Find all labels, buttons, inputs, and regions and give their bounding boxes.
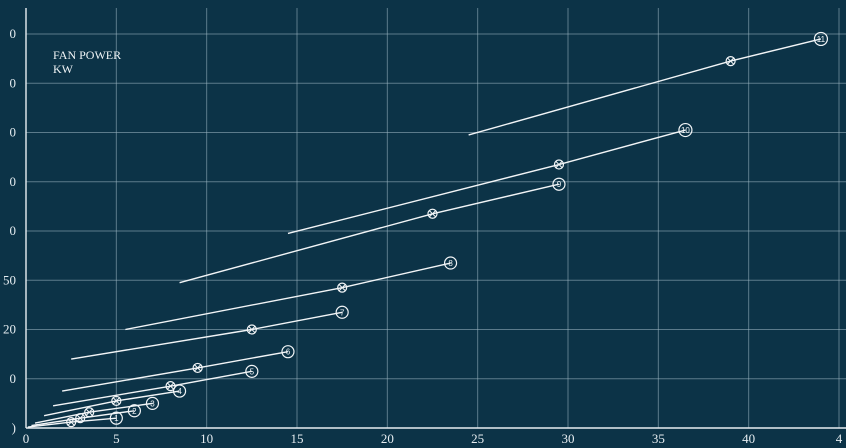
series-label-marker: 9 — [552, 177, 566, 191]
series-5: 5 — [52, 364, 259, 407]
series-label: 10 — [681, 126, 690, 135]
cross-marker — [192, 362, 203, 374]
chart-title-line-2: KW — [53, 62, 74, 76]
y-tick-label: 0 — [10, 26, 17, 41]
series-label-marker: 6 — [281, 345, 295, 359]
series-label: 9 — [557, 180, 562, 189]
y-tick-label: ) — [12, 420, 16, 435]
series-label-marker: 10 — [678, 122, 693, 138]
series-10: 10 — [287, 122, 693, 235]
cross-marker — [111, 395, 122, 407]
series-3: 3 — [34, 396, 160, 424]
x-tick-label: 10 — [200, 431, 213, 446]
x-tick-label: 35 — [652, 431, 665, 446]
series-2: 2 — [31, 404, 141, 427]
series-7: 7 — [71, 305, 349, 360]
y-tick-label: 0 — [10, 125, 17, 140]
series-label: 11 — [817, 35, 826, 44]
y-tick-label: 0 — [10, 174, 17, 189]
series-1: 1 — [27, 411, 123, 428]
series-6: 6 — [62, 345, 295, 392]
chart-series: 1 2 3 4 5 6 7 8 9 10 11 — [27, 31, 829, 428]
chart-title-block: FAN POWER KW — [53, 48, 121, 76]
series-label-marker: 7 — [335, 305, 349, 319]
y-tick-label: 20 — [3, 322, 16, 337]
series-8: 8 — [125, 256, 458, 331]
series-label: 5 — [250, 367, 255, 376]
series-label-marker: 5 — [245, 364, 259, 378]
series-9: 9 — [179, 177, 566, 284]
x-tick-label: 40 — [742, 431, 755, 446]
series-label: 3 — [150, 399, 155, 408]
x-tick-label: 5 — [113, 431, 120, 446]
x-tick-label: 25 — [471, 431, 484, 446]
x-tick-label: 30 — [562, 431, 575, 446]
x-tick-labels: 0 5 10 15 20 25 30 35 40 4 — [23, 431, 843, 446]
cross-marker — [84, 407, 95, 418]
y-tick-label: 0 — [10, 223, 17, 238]
cross-marker — [725, 55, 736, 67]
series-label-marker: 11 — [813, 31, 829, 47]
series-label: 6 — [286, 348, 291, 357]
cross-marker — [427, 208, 438, 219]
x-tick-label: 20 — [381, 431, 394, 446]
series-label-marker: 1 — [109, 411, 123, 425]
y-tick-label: 50 — [3, 272, 16, 287]
y-tick-label: 0 — [10, 371, 17, 386]
series-11: 11 — [468, 31, 829, 136]
series-label-marker: 3 — [145, 396, 160, 410]
cross-marker — [246, 324, 257, 335]
chart-title-line-1: FAN POWER — [53, 48, 121, 62]
x-tick-label: 0 — [23, 431, 30, 446]
cross-marker — [337, 282, 348, 293]
series-label-marker: 8 — [443, 256, 458, 270]
series-label-marker: 2 — [127, 404, 141, 418]
series-label: 1 — [114, 414, 119, 423]
cross-marker — [553, 159, 565, 170]
x-tick-label: 4 — [836, 431, 843, 446]
y-tick-labels: ) 0 20 50 0 0 0 0 0 — [3, 26, 16, 435]
series-label: 4 — [177, 387, 182, 396]
series-label: 2 — [132, 407, 137, 416]
series-line-8 — [125, 262, 451, 331]
cross-marker — [165, 381, 176, 392]
y-tick-label: 0 — [10, 75, 17, 90]
chart-grid — [26, 8, 846, 428]
series-line-11 — [468, 38, 822, 136]
series-line-9 — [179, 183, 560, 284]
series-4: 4 — [43, 384, 187, 417]
series-label: 7 — [340, 308, 345, 317]
series-label: 8 — [448, 259, 453, 268]
x-tick-label: 15 — [291, 431, 304, 446]
chart-axes — [25, 8, 846, 429]
